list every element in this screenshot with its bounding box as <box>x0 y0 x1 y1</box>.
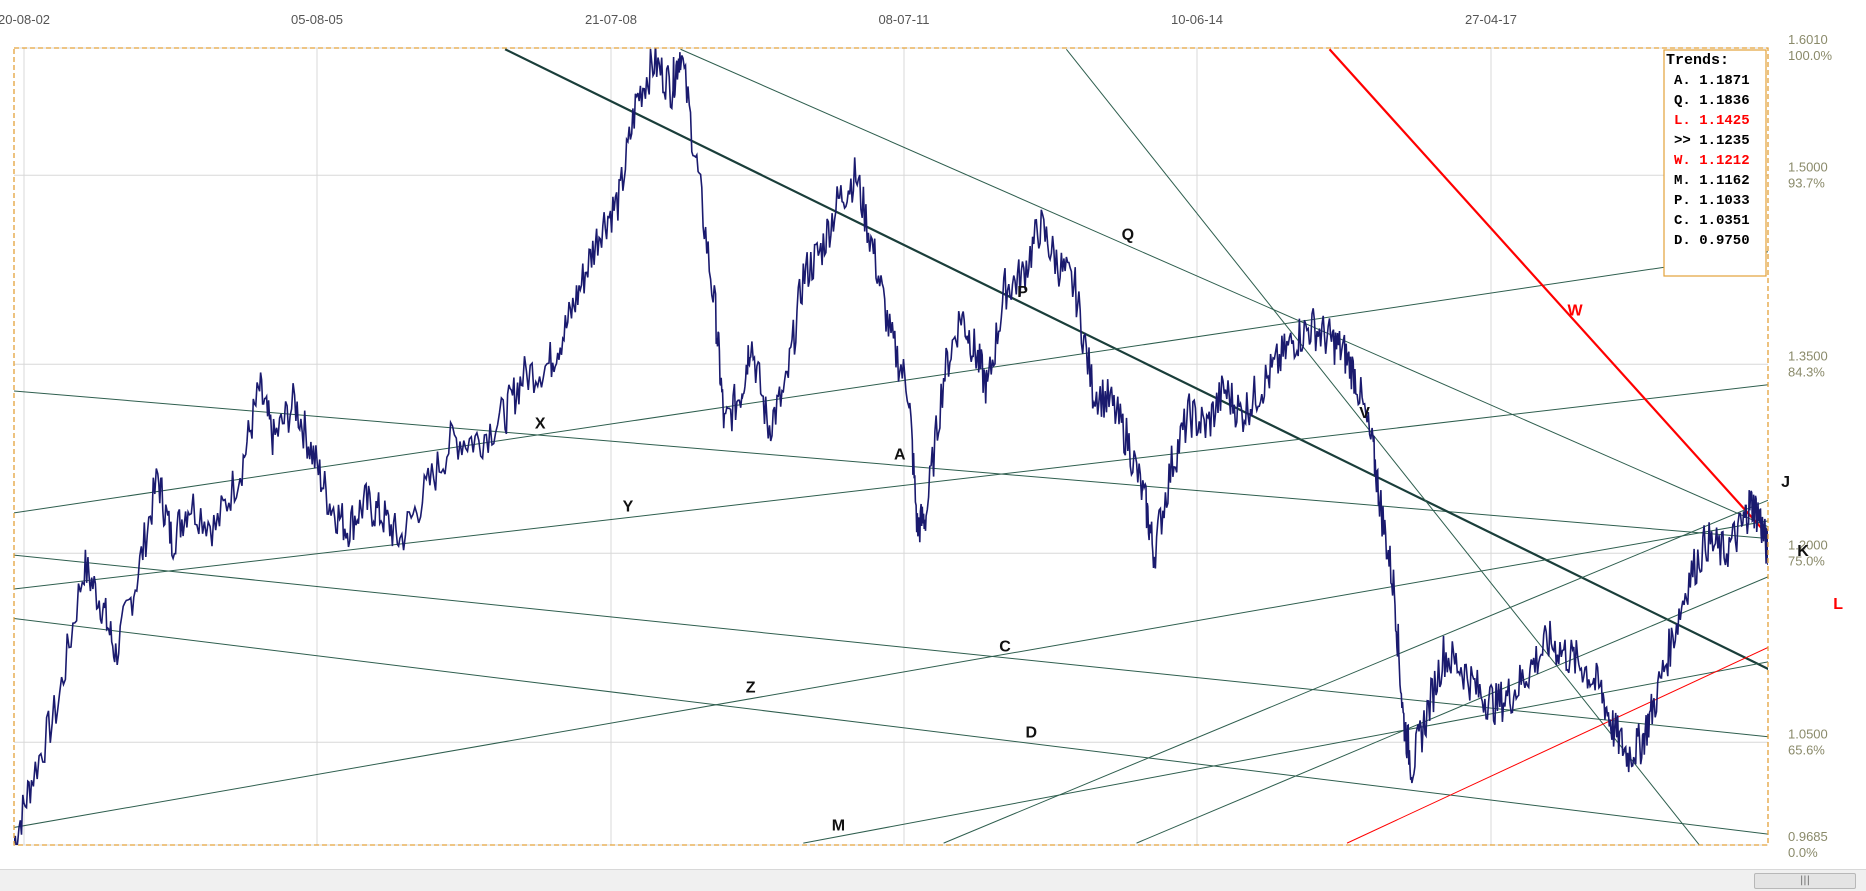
legend-title: Trends: <box>1666 52 1729 69</box>
x-tick-label: 10-06-14 <box>1171 12 1223 27</box>
legend-entry: Q. 1.1836 <box>1674 93 1750 109</box>
y-tick-percent: 84.3% <box>1788 364 1825 379</box>
legend-entry: W. 1.1212 <box>1674 153 1750 169</box>
trend-label-p: P <box>1017 284 1028 301</box>
trend-label-q: Q <box>1122 227 1134 244</box>
trend-line-l <box>1347 566 1866 843</box>
trend-line-w <box>1330 49 1866 729</box>
trend-label-x: X <box>535 416 546 433</box>
y-tick-label: 1.3500 <box>1788 348 1828 363</box>
trend-line-c <box>0 553 1866 755</box>
horizontal-scrollbar[interactable]: ||| <box>0 869 1866 891</box>
trend-label-m: M <box>832 818 845 835</box>
trend-line-y <box>0 364 1866 591</box>
legend-entry: M. 1.1162 <box>1674 173 1750 189</box>
y-tick-label: 0.9685 <box>1788 829 1828 844</box>
trend-label-w: W <box>1568 302 1584 319</box>
y-tick-percent: 65.6% <box>1788 742 1825 757</box>
legend-entry: D. 0.9750 <box>1674 233 1750 249</box>
trend-label-d: D <box>1026 725 1038 742</box>
x-tick-label: 27-04-17 <box>1465 12 1517 27</box>
trend-line-d <box>0 616 1866 855</box>
x-tick-label: 21-07-08 <box>585 12 637 27</box>
trend-label-k: K <box>1797 543 1809 560</box>
trend-label-c: C <box>999 639 1011 656</box>
trend-line-m <box>803 629 1866 843</box>
trend-chart: 20-08-02 05-08-05 21-07-08 08-07-11 10-06-14… <box>0 0 1866 870</box>
trend-line-k <box>1137 503 1866 843</box>
x-tick-label: 08-07-11 <box>878 12 929 27</box>
y-tick-label: 1.0500 <box>1788 726 1828 741</box>
trend-label-j: J <box>1781 474 1790 491</box>
y-tick-percent: 100.0% <box>1788 48 1833 63</box>
scrollbar-thumb[interactable]: ||| <box>1754 873 1856 889</box>
y-tick-label: 1.6010 <box>1788 32 1828 47</box>
x-tick-label: 20-08-02 <box>0 12 50 27</box>
y-tick-label: 1.5000 <box>1788 159 1828 174</box>
trend-line-p <box>505 49 1866 755</box>
trend-label-l: L <box>1833 596 1843 613</box>
legend-entry: L. 1.1425 <box>1674 113 1750 129</box>
legend-entry: A. 1.1871 <box>1674 73 1750 89</box>
legend-entry: C. 1.0351 <box>1674 213 1750 229</box>
y-tick-percent: 0.0% <box>1788 845 1818 860</box>
plot-frame <box>14 48 1768 845</box>
trend-label-z: Z <box>746 680 756 697</box>
trend-label-v: V <box>1359 405 1370 422</box>
trend-line-z <box>0 490 1866 830</box>
trend-label-y: Y <box>623 499 634 516</box>
legend-entry: P. 1.1033 <box>1674 193 1750 209</box>
y-tick-percent: 93.7% <box>1788 175 1825 190</box>
x-tick-label: 05-08-05 <box>291 12 343 27</box>
trend-label-a: A <box>894 446 906 463</box>
legend-entry: >> 1.1235 <box>1674 133 1750 149</box>
